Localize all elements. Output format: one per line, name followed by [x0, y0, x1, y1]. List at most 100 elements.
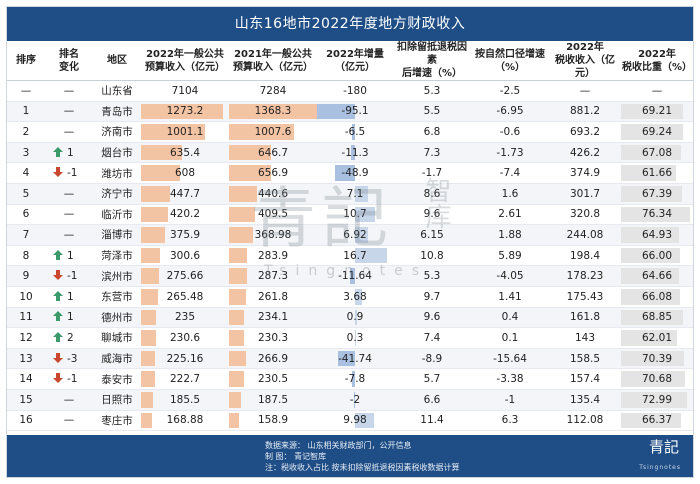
- cell-gen2022-bar: [141, 309, 157, 326]
- cell-gen2021-value: 266.9: [257, 352, 289, 365]
- cell-growth: -180: [317, 80, 393, 102]
- cell-adj-growth: 5.7: [393, 368, 471, 390]
- cell-natural-growth: -2.5: [471, 80, 549, 102]
- cell-growth: -41.74: [317, 348, 393, 370]
- footer-logo-sub: Tsingnotes: [639, 464, 681, 471]
- cell-gen2021-value: 287.3: [257, 270, 289, 283]
- cell-growth-value: 16.7: [343, 249, 367, 262]
- header-adj-growth: 扣除留抵退税因素 后增速（%）: [393, 41, 471, 81]
- cell-region: 日照市: [93, 389, 141, 411]
- change-value: 1: [67, 311, 74, 324]
- cell-gen2021-value: 230.5: [257, 373, 289, 386]
- cell-tax-ratio: 76.34: [621, 204, 693, 226]
- change-value: 1: [67, 290, 74, 303]
- cell-gen2022-bar: [141, 144, 182, 161]
- cell-gen2021: 230.3: [229, 327, 317, 349]
- cell-growth-value: -7.8: [344, 373, 366, 386]
- arrow-up-icon: [53, 249, 63, 260]
- cell-gen2022-value: 222.7: [169, 373, 201, 386]
- cell-gen2022-value: 1001.1: [166, 125, 204, 138]
- cell-tax-ratio: 69.24: [621, 121, 693, 143]
- cell-growth: 9.98: [317, 410, 393, 432]
- cell-gen2022: 447.7: [141, 183, 229, 205]
- cell-change: -1: [45, 162, 93, 184]
- cell-tax-ratio: 72.99: [621, 389, 693, 411]
- cell-growth: 0.9: [317, 307, 393, 329]
- arrow-down-icon: [53, 270, 63, 281]
- footer-source: 数据来源： 山东相关财政部门，公开信息: [265, 441, 412, 450]
- cell-gen2021: 187.5: [229, 389, 317, 411]
- cell-adj-growth: 8.6: [393, 183, 471, 205]
- tax-ratio-bar: [621, 371, 685, 387]
- cell-gen2021: 266.9: [229, 348, 317, 370]
- cell-gen2021-value: 234.1: [257, 311, 289, 324]
- tax-ratio-bar: [621, 185, 682, 202]
- cell-gen2021-value: 230.3: [257, 331, 289, 344]
- cell-rank: 13: [7, 348, 45, 370]
- cell-tax-ratio: —: [621, 80, 693, 102]
- cell-gen2022-value: 230.6: [169, 331, 201, 344]
- cell-gen2021: 234.1: [229, 307, 317, 329]
- cell-gen2021-bar: [229, 247, 248, 264]
- cell-adj-growth: -1.7: [393, 162, 471, 184]
- table-row: — — 山东省 7104 7284 -180 5.3 -2.5— —: [7, 80, 693, 102]
- cell-natural-growth: -1.73: [471, 142, 549, 164]
- cell-tax2022: 158.5: [549, 348, 621, 370]
- cell-adj-growth: 10.8: [393, 245, 471, 267]
- cell-gen2021-bar: [229, 371, 244, 387]
- cell-adj-growth: 11.4: [393, 410, 471, 432]
- cell-rank: 7: [7, 224, 45, 246]
- cell-region: 滨州市: [93, 265, 141, 287]
- cell-gen2022-bar: [141, 247, 161, 264]
- cell-gen2022-value: 275.66: [166, 270, 204, 283]
- cell-growth-value: -11.64: [338, 270, 372, 283]
- cell-change: —: [45, 204, 93, 226]
- header-rank: 排序: [7, 41, 45, 81]
- change-value: -3: [67, 352, 78, 365]
- cell-change: 1: [45, 142, 93, 164]
- tax-ratio-bar: [621, 247, 681, 264]
- cell-tax2022: 157.4: [549, 368, 621, 390]
- cell-gen2022: 230.6: [141, 327, 229, 349]
- cell-change: —: [45, 389, 93, 411]
- cell-tax2022: 175.43: [549, 286, 621, 308]
- cell-change: —: [45, 224, 93, 246]
- footer: 数据来源： 山东相关财政部门，公开信息 制 图： 青记智库 注：税收收入占比 按…: [7, 435, 693, 477]
- table-row: 12 2 聊城市 230.6 230.3 0.3 7.4 0.1 143 62.01: [7, 327, 693, 349]
- cell-growth: -6.5: [317, 121, 393, 143]
- cell-tax-ratio: 66.37: [621, 410, 693, 432]
- table-row: 1— 青岛市 1273.2 1368.3 -95.1 5.5 -6.95 881.2 69.21: [7, 101, 693, 123]
- cell-growth-value: 0.3: [346, 331, 364, 344]
- table-row: 2— 济南市 1001.1 1007.6 -6.5 6.8 -0.6 693.2 69.24: [7, 121, 693, 143]
- cell-growth-value: -2: [349, 393, 361, 406]
- table-row: 6— 临沂市 420.2 409.5 10.7 9.6 2.61 320.8 76.34: [7, 204, 693, 226]
- growth-pos-bar: [355, 330, 356, 346]
- cell-natural-growth: 5.89: [471, 245, 549, 267]
- cell-growth: 10.7: [317, 204, 393, 226]
- growth-pos-bar: [355, 412, 374, 429]
- cell-growth: 16.7: [317, 245, 393, 267]
- cell-growth-value: -48.9: [341, 167, 369, 180]
- cell-adj-growth: 9.6: [393, 307, 471, 329]
- growth-pos-bar: [355, 227, 369, 243]
- cell-tax-ratio-value: 66.37: [641, 414, 673, 427]
- cell-tax-ratio: 69.21: [621, 101, 693, 123]
- table-row: 7— 淄博市 375.9 368.98 6.92 6.15 1.88 244.08 64.93: [7, 224, 693, 246]
- cell-growth-value: -95.1: [341, 105, 369, 118]
- cell-tax2022: —: [549, 80, 621, 102]
- cell-tax-ratio: 66.08: [621, 286, 693, 308]
- cell-gen2022-bar: [141, 227, 166, 243]
- cell-rank: 2: [7, 121, 45, 143]
- growth-pos-bar: [355, 206, 376, 223]
- cell-gen2022-value: 375.9: [169, 228, 201, 241]
- cell-gen2022: 1273.2: [141, 101, 229, 123]
- cell-natural-growth: -4.05: [471, 265, 549, 287]
- growth-neg-bar: [354, 391, 355, 408]
- change-value: 2: [67, 331, 74, 344]
- tax-ratio-bar: [621, 227, 680, 243]
- cell-change: —: [45, 410, 93, 432]
- cell-gen2022-bar: [141, 268, 159, 284]
- cell-gen2022-bar: [141, 330, 156, 346]
- cell-gen2022: 635.4: [141, 142, 229, 164]
- arrow-down-icon: [53, 167, 63, 178]
